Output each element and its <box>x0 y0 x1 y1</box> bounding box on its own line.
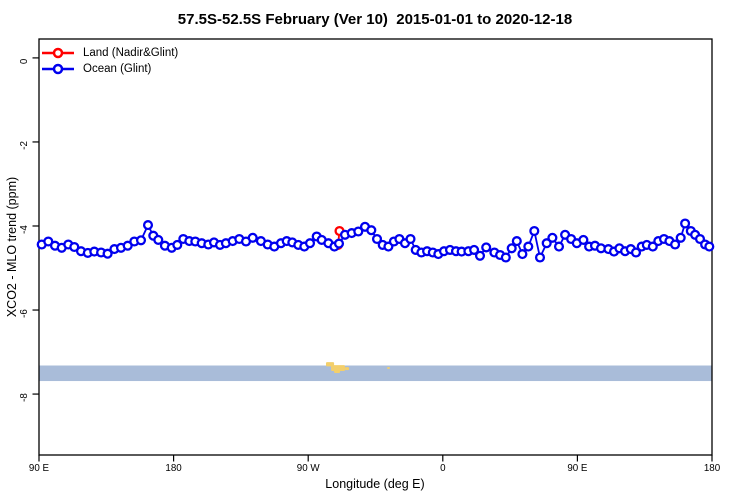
x-tick-label: 90 W <box>297 463 321 474</box>
ocean-data-point <box>529 225 540 237</box>
y-tick-label: -2 <box>19 141 30 150</box>
ocean-data-point <box>247 232 258 243</box>
map-strip-land-patch <box>334 370 341 374</box>
y-tick-label: -4 <box>19 225 30 234</box>
ocean-data-point <box>172 239 183 250</box>
x-tick-label: 180 <box>704 463 721 474</box>
y-tick-label: -6 <box>19 309 30 318</box>
ocean-data-point <box>304 238 316 249</box>
ocean-data-point <box>541 238 552 249</box>
ocean-data-point <box>405 233 416 245</box>
ocean-data-point <box>523 241 534 252</box>
ocean-data-point <box>630 247 642 258</box>
map-strip-ocean-band <box>39 365 712 382</box>
ocean-data-point <box>517 249 528 260</box>
ocean-data-point <box>670 239 681 250</box>
x-tick-label: 0 <box>440 463 446 474</box>
ocean-data-point <box>500 252 511 263</box>
map-strip-land-patch <box>387 367 391 369</box>
land-series-marker-icon <box>42 47 74 59</box>
ocean-data-point <box>135 235 147 246</box>
ocean-data-point <box>534 252 546 263</box>
ocean-data-point <box>553 241 565 252</box>
ocean-data-point <box>469 244 480 255</box>
legend-entry-ocean: Ocean (Glint) <box>41 61 178 77</box>
legend: Land (Nadir&Glint) Ocean (Glint) <box>41 45 178 77</box>
ocean-data-point <box>371 233 383 245</box>
legend-entry-land: Land (Nadir&Glint) <box>41 45 178 61</box>
y-axis-title: XCO2 - MLO trend (ppm) <box>5 176 19 318</box>
map-strip-land-patch <box>331 365 345 371</box>
x-axis-title: Longitude (deg E) <box>325 477 425 491</box>
ocean-series-marker-icon <box>42 63 74 75</box>
y-tick-label: 0 <box>19 58 30 64</box>
x-tick-label: 90 E <box>29 463 50 474</box>
ocean-data-point <box>142 220 154 231</box>
land-legend-circle-icon <box>52 47 64 59</box>
ocean-data-point <box>481 242 492 253</box>
ocean-data-point <box>511 236 522 247</box>
ocean-data-point <box>506 243 517 254</box>
y-tick-label: -8 <box>19 393 30 402</box>
ocean-data-point <box>675 232 686 243</box>
ocean-legend-circle-icon <box>52 63 64 75</box>
map-strip-land-patch <box>344 367 350 371</box>
x-tick-label: 90 E <box>567 463 588 474</box>
ocean-data-point <box>153 234 164 245</box>
x-tick-label: 180 <box>165 463 182 474</box>
ocean-data-point <box>102 248 113 259</box>
legend-label-land: Land (Nadir&Glint) <box>83 47 179 59</box>
ocean-data-point <box>578 234 589 245</box>
ocean-data-point <box>366 225 377 236</box>
ocean-data-point <box>704 241 715 252</box>
ocean-data-point <box>547 232 558 243</box>
chart-title: 57.5S-52.5S February (Ver 10) 2015-01-01… <box>177 11 573 28</box>
ocean-data-point <box>680 218 691 229</box>
ocean-data-point <box>474 250 486 261</box>
ocean-data-point <box>353 226 364 237</box>
ocean-data-point <box>333 238 345 249</box>
legend-label-ocean: Ocean (Glint) <box>83 63 152 75</box>
